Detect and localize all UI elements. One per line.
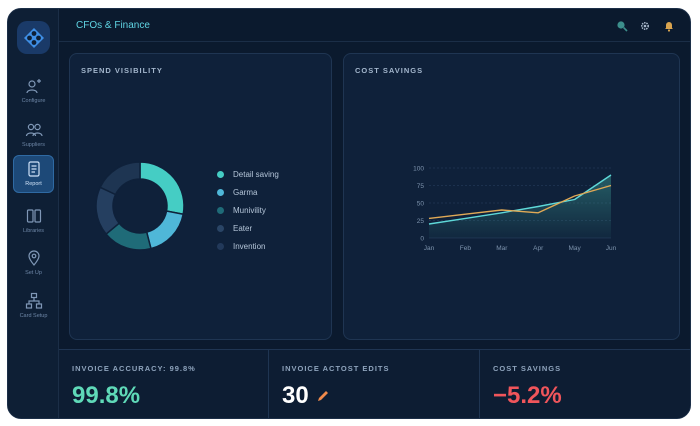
logo-icon [23, 27, 44, 48]
stat-value: 99.8% [72, 382, 141, 409]
legend-item: Detail saving [217, 165, 279, 183]
x-tick-label: Apr [533, 245, 544, 252]
y-tick-label: 50 [417, 201, 425, 208]
legend-swatch [217, 188, 224, 196]
legend-item: Munivility [217, 201, 279, 219]
users-icon [25, 123, 43, 137]
gear-icon[interactable] [639, 20, 651, 32]
card-title: SPEND VISIBILITY [81, 66, 163, 75]
legend-label: Munivility [233, 205, 266, 215]
legend-swatch [217, 206, 224, 214]
top-header: CFOs & Finance [59, 9, 690, 42]
y-tick-label: 25 [417, 218, 425, 225]
x-tick-label: Mar [496, 245, 508, 252]
pencil-icon[interactable] [316, 389, 330, 403]
sidebar-item-suppliers[interactable]: Suppliers [13, 117, 54, 155]
card-title: COST SAVINGS [355, 66, 424, 75]
y-tick-label: 0 [420, 236, 424, 243]
spend-visibility-card: SPEND VISIBILITY Detail saving Garma Mun… [69, 53, 332, 340]
document-icon [27, 161, 40, 177]
chart-legend: Detail saving Garma Munivility Eater Inv… [217, 165, 279, 255]
stat-cost-savings: COST SAVINGS −5.2% [480, 350, 690, 418]
stat-invoice-edits: INVOICE ACTOST EDITS 30 [269, 350, 480, 418]
search-icon[interactable] [616, 20, 628, 32]
stat-value: −5.2% [493, 382, 562, 409]
legend-swatch [217, 224, 224, 232]
legend-swatch [217, 170, 224, 178]
stat-invoice-accuracy: INVOICE ACCURACY: 99.8% 99.8% [59, 350, 269, 418]
series-line [428, 184, 612, 220]
sidebar-item-card-setup[interactable]: Card Setup [13, 288, 54, 326]
series-area [429, 175, 611, 238]
legend-item: Garma [217, 183, 279, 201]
stats-bar: INVOICE ACCURACY: 99.8% 99.8% INVOICE AC… [59, 349, 690, 418]
donut-slice[interactable] [139, 161, 185, 216]
stat-value: 30 [282, 382, 309, 409]
sidebar-item-label: Configure [21, 98, 46, 104]
x-tick-label: Feb [460, 245, 472, 252]
sidebar-item-label: Report [25, 181, 42, 187]
legend-label: Detail saving [233, 169, 279, 179]
y-tick-label: 75 [417, 183, 425, 190]
sidebar-item-set-up[interactable]: Set Up [13, 245, 54, 283]
legend-swatch [217, 242, 224, 250]
spend-donut-chart [95, 161, 185, 251]
app-logo[interactable] [17, 21, 50, 54]
columns-icon [26, 209, 41, 223]
stat-value-row: 30 [282, 382, 330, 410]
sidebar-item-label: Card Setup [19, 313, 48, 319]
stat-label: INVOICE ACTOST EDITS [282, 364, 390, 373]
legend-label: Invention [233, 241, 266, 251]
sidebar-item-label: Suppliers [22, 142, 45, 148]
cost-savings-card: COST SAVINGS 0 25 50 75 100 Jan Feb Mar Apr May Ju… [343, 53, 680, 340]
sidebar-item-label: Set Up [25, 270, 42, 276]
sidebar-item-libraries[interactable]: Libraries [13, 203, 54, 241]
legend-item: Eater [217, 219, 279, 237]
x-tick-label: Jan [424, 245, 435, 252]
x-tick-label: Jun [606, 245, 617, 252]
legend-item: Invention [217, 237, 279, 255]
location-pin-icon [27, 250, 40, 266]
stat-label: INVOICE ACCURACY: 99.8% [72, 364, 196, 373]
stat-label: COST SAVINGS [493, 364, 562, 373]
sidebar: Configure Suppliers Report Libraries [8, 9, 59, 418]
legend-label: Garma [233, 187, 258, 197]
hierarchy-icon [25, 292, 42, 309]
cost-savings-line-chart: 0 25 50 75 100 Jan Feb Mar Apr May Jun [413, 166, 617, 253]
sparkle-person-icon [25, 79, 41, 94]
y-tick-label: 100 [413, 166, 424, 173]
bell-icon[interactable] [663, 20, 675, 32]
app-window: Configure Suppliers Report Libraries [7, 8, 691, 419]
x-tick-label: May [568, 245, 581, 252]
sidebar-item-configure[interactable]: Configure [13, 73, 54, 111]
legend-label: Eater [233, 223, 253, 233]
series-line [428, 174, 612, 225]
donut-slice[interactable] [145, 210, 185, 250]
page-title: CFOs & Finance [76, 20, 150, 31]
sidebar-item-report[interactable]: Report [13, 155, 54, 193]
sidebar-item-label: Libraries [22, 228, 45, 234]
donut-slice[interactable] [99, 161, 141, 196]
